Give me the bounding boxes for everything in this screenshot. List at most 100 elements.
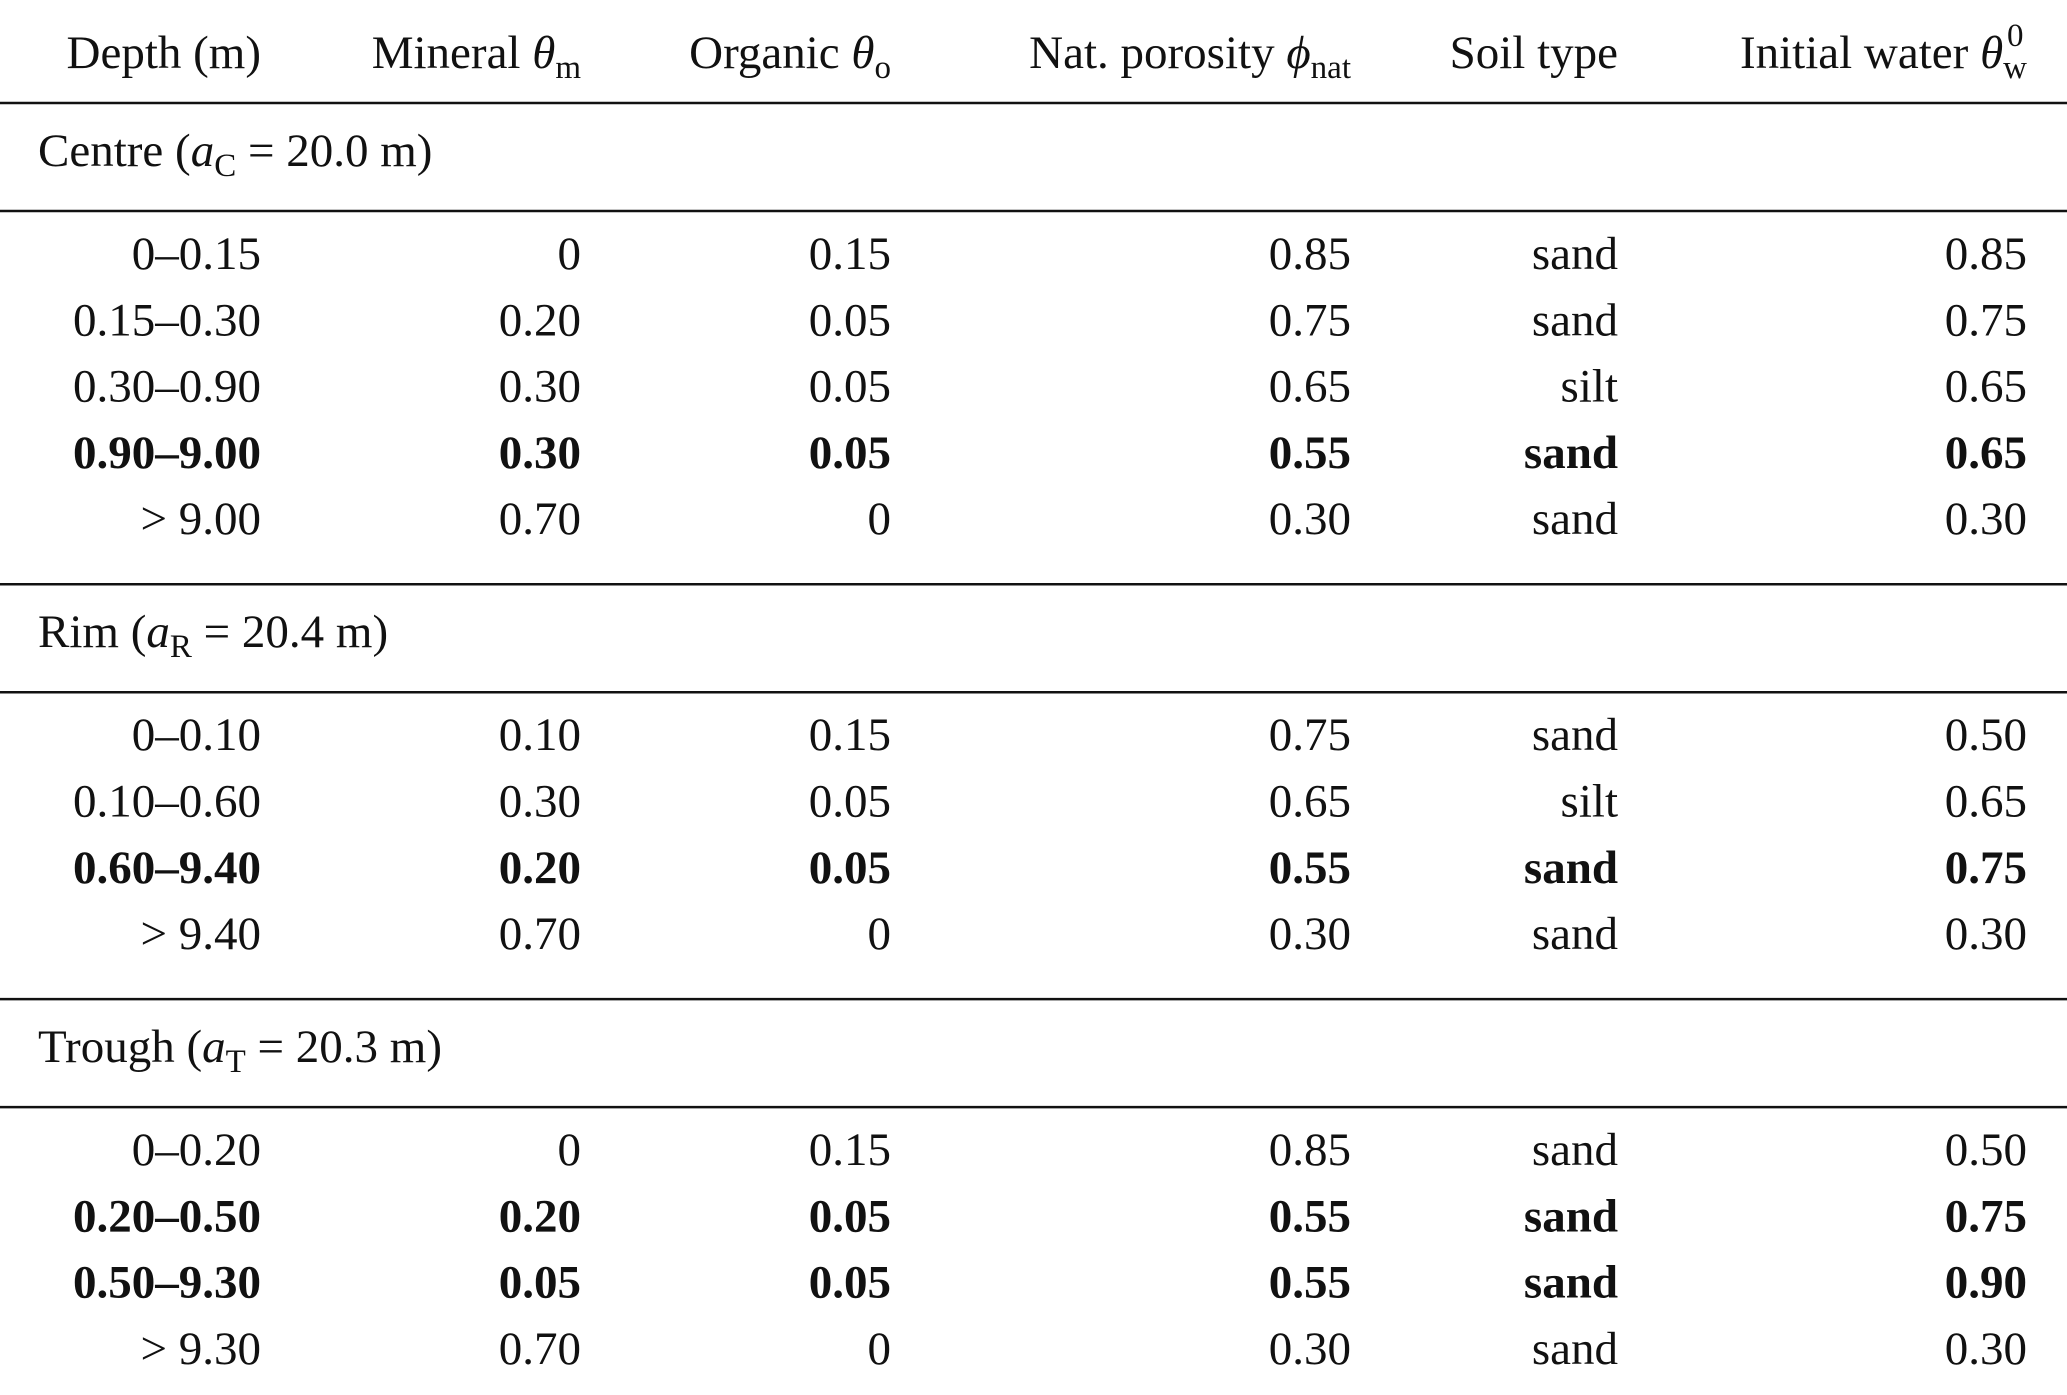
section-suffix: = 20.4 m) bbox=[192, 606, 388, 658]
cell: 0.20 bbox=[499, 842, 581, 894]
cell: 0.70 bbox=[499, 493, 581, 545]
section-label: Rim ( bbox=[38, 606, 146, 658]
cell: 0.50 bbox=[1945, 709, 2027, 761]
cell: 0.30 bbox=[1945, 493, 2027, 545]
cell: 0.20 bbox=[499, 1190, 581, 1242]
header-symbol: θ bbox=[851, 27, 874, 79]
cell: 0 bbox=[868, 908, 892, 960]
cell: 0.75 bbox=[1945, 1190, 2027, 1242]
cell: 0.30 bbox=[499, 427, 581, 479]
cell: 0.05 bbox=[809, 842, 891, 894]
header-sub: nat bbox=[1311, 50, 1351, 86]
header-text: Organic bbox=[689, 27, 851, 79]
cell: 0.10–0.60 bbox=[73, 776, 261, 828]
cell: 0.65 bbox=[1269, 776, 1351, 828]
section-sub: T bbox=[226, 1044, 246, 1080]
cell: 0.05 bbox=[809, 361, 891, 413]
cell: 0.30 bbox=[1269, 908, 1351, 960]
cell: 0.30 bbox=[1945, 1323, 2027, 1375]
section-sub: C bbox=[214, 148, 236, 184]
section-suffix: = 20.3 m) bbox=[246, 1021, 442, 1073]
header-sub: w bbox=[2003, 50, 2027, 86]
section-title: Centre (aC = 20.0 m) bbox=[38, 125, 432, 184]
cell: 0.05 bbox=[809, 1257, 891, 1309]
cell: 0.55 bbox=[1269, 842, 1351, 894]
column-header: Nat. porosity ϕnat bbox=[1029, 27, 1351, 86]
cell: 0.05 bbox=[809, 427, 891, 479]
header-sub: m bbox=[555, 50, 581, 86]
section-label: Trough ( bbox=[38, 1021, 202, 1073]
cell: > 9.00 bbox=[140, 493, 261, 545]
cell: 0 bbox=[868, 1323, 892, 1375]
cell: 0.65 bbox=[1269, 361, 1351, 413]
cell: 0.15 bbox=[809, 228, 891, 280]
cell: 0 bbox=[558, 228, 582, 280]
header-symbol: θ bbox=[532, 27, 555, 79]
cell: sand bbox=[1532, 709, 1618, 761]
cell: 0–0.15 bbox=[132, 228, 261, 280]
section-label: Centre ( bbox=[38, 125, 191, 177]
column-header: Mineral θm bbox=[372, 27, 582, 86]
cell: 0 bbox=[868, 493, 892, 545]
cell: sand bbox=[1524, 1257, 1618, 1309]
header-sup: 0 bbox=[2007, 18, 2024, 54]
cell: 0.75 bbox=[1269, 294, 1351, 346]
cell: 0.15 bbox=[809, 709, 891, 761]
section-symbol: a bbox=[191, 125, 215, 177]
cell: 0.85 bbox=[1945, 228, 2027, 280]
cell: 0.15 bbox=[809, 1124, 891, 1176]
cell: 0.20 bbox=[499, 294, 581, 346]
cell: 0.65 bbox=[1945, 361, 2027, 413]
cell: sand bbox=[1532, 1323, 1618, 1375]
cell: 0.05 bbox=[499, 1257, 581, 1309]
cell: 0.90–9.00 bbox=[73, 427, 261, 479]
section-symbol: a bbox=[202, 1021, 226, 1073]
cell: 0.05 bbox=[809, 776, 891, 828]
cell: silt bbox=[1561, 361, 1618, 413]
cell: 0.50 bbox=[1945, 1124, 2027, 1176]
cell: 0.30 bbox=[1269, 493, 1351, 545]
cell: 0.75 bbox=[1945, 842, 2027, 894]
cell: 0.10 bbox=[499, 709, 581, 761]
cell: silt bbox=[1561, 776, 1618, 828]
cell: 0.65 bbox=[1945, 427, 2027, 479]
cell: 0.65 bbox=[1945, 776, 2027, 828]
cell: 0.30 bbox=[1269, 1323, 1351, 1375]
cell: 0.55 bbox=[1269, 427, 1351, 479]
cell: 0.75 bbox=[1269, 709, 1351, 761]
cell: > 9.40 bbox=[140, 908, 261, 960]
header-text: Initial water bbox=[1740, 27, 1980, 79]
section-title: Rim (aR = 20.4 m) bbox=[38, 606, 388, 665]
section-suffix: = 20.0 m) bbox=[236, 125, 432, 177]
cell: 0.75 bbox=[1945, 294, 2027, 346]
column-header: Soil type bbox=[1450, 27, 1618, 79]
cell: 0.50–9.30 bbox=[73, 1257, 261, 1309]
cell: 0.30 bbox=[1945, 908, 2027, 960]
header-sub: o bbox=[875, 50, 892, 86]
header-symbol: ϕ bbox=[1286, 27, 1310, 79]
column-header: Initial water θw0 bbox=[1740, 18, 2027, 86]
cell: sand bbox=[1532, 294, 1618, 346]
cell: 0.30 bbox=[499, 776, 581, 828]
cell: 0.55 bbox=[1269, 1190, 1351, 1242]
section-title: Trough (aT = 20.3 m) bbox=[38, 1021, 442, 1080]
cell: 0–0.20 bbox=[132, 1124, 261, 1176]
cell: 0.05 bbox=[809, 294, 891, 346]
cell: sand bbox=[1524, 1190, 1618, 1242]
column-header: Organic θo bbox=[689, 27, 891, 86]
cell: 0.30 bbox=[499, 361, 581, 413]
cell: sand bbox=[1532, 493, 1618, 545]
cell: 0.70 bbox=[499, 908, 581, 960]
cell: sand bbox=[1524, 842, 1618, 894]
header-text: Mineral bbox=[372, 27, 533, 79]
cell: 0.05 bbox=[809, 1190, 891, 1242]
cell: sand bbox=[1524, 427, 1618, 479]
header-text: Depth (m) bbox=[67, 27, 261, 79]
cell: 0.30–0.90 bbox=[73, 361, 261, 413]
cell: 0.70 bbox=[499, 1323, 581, 1375]
cell: sand bbox=[1532, 908, 1618, 960]
cell: 0.85 bbox=[1269, 228, 1351, 280]
cell: 0.55 bbox=[1269, 1257, 1351, 1309]
header-text: Soil type bbox=[1450, 27, 1618, 79]
